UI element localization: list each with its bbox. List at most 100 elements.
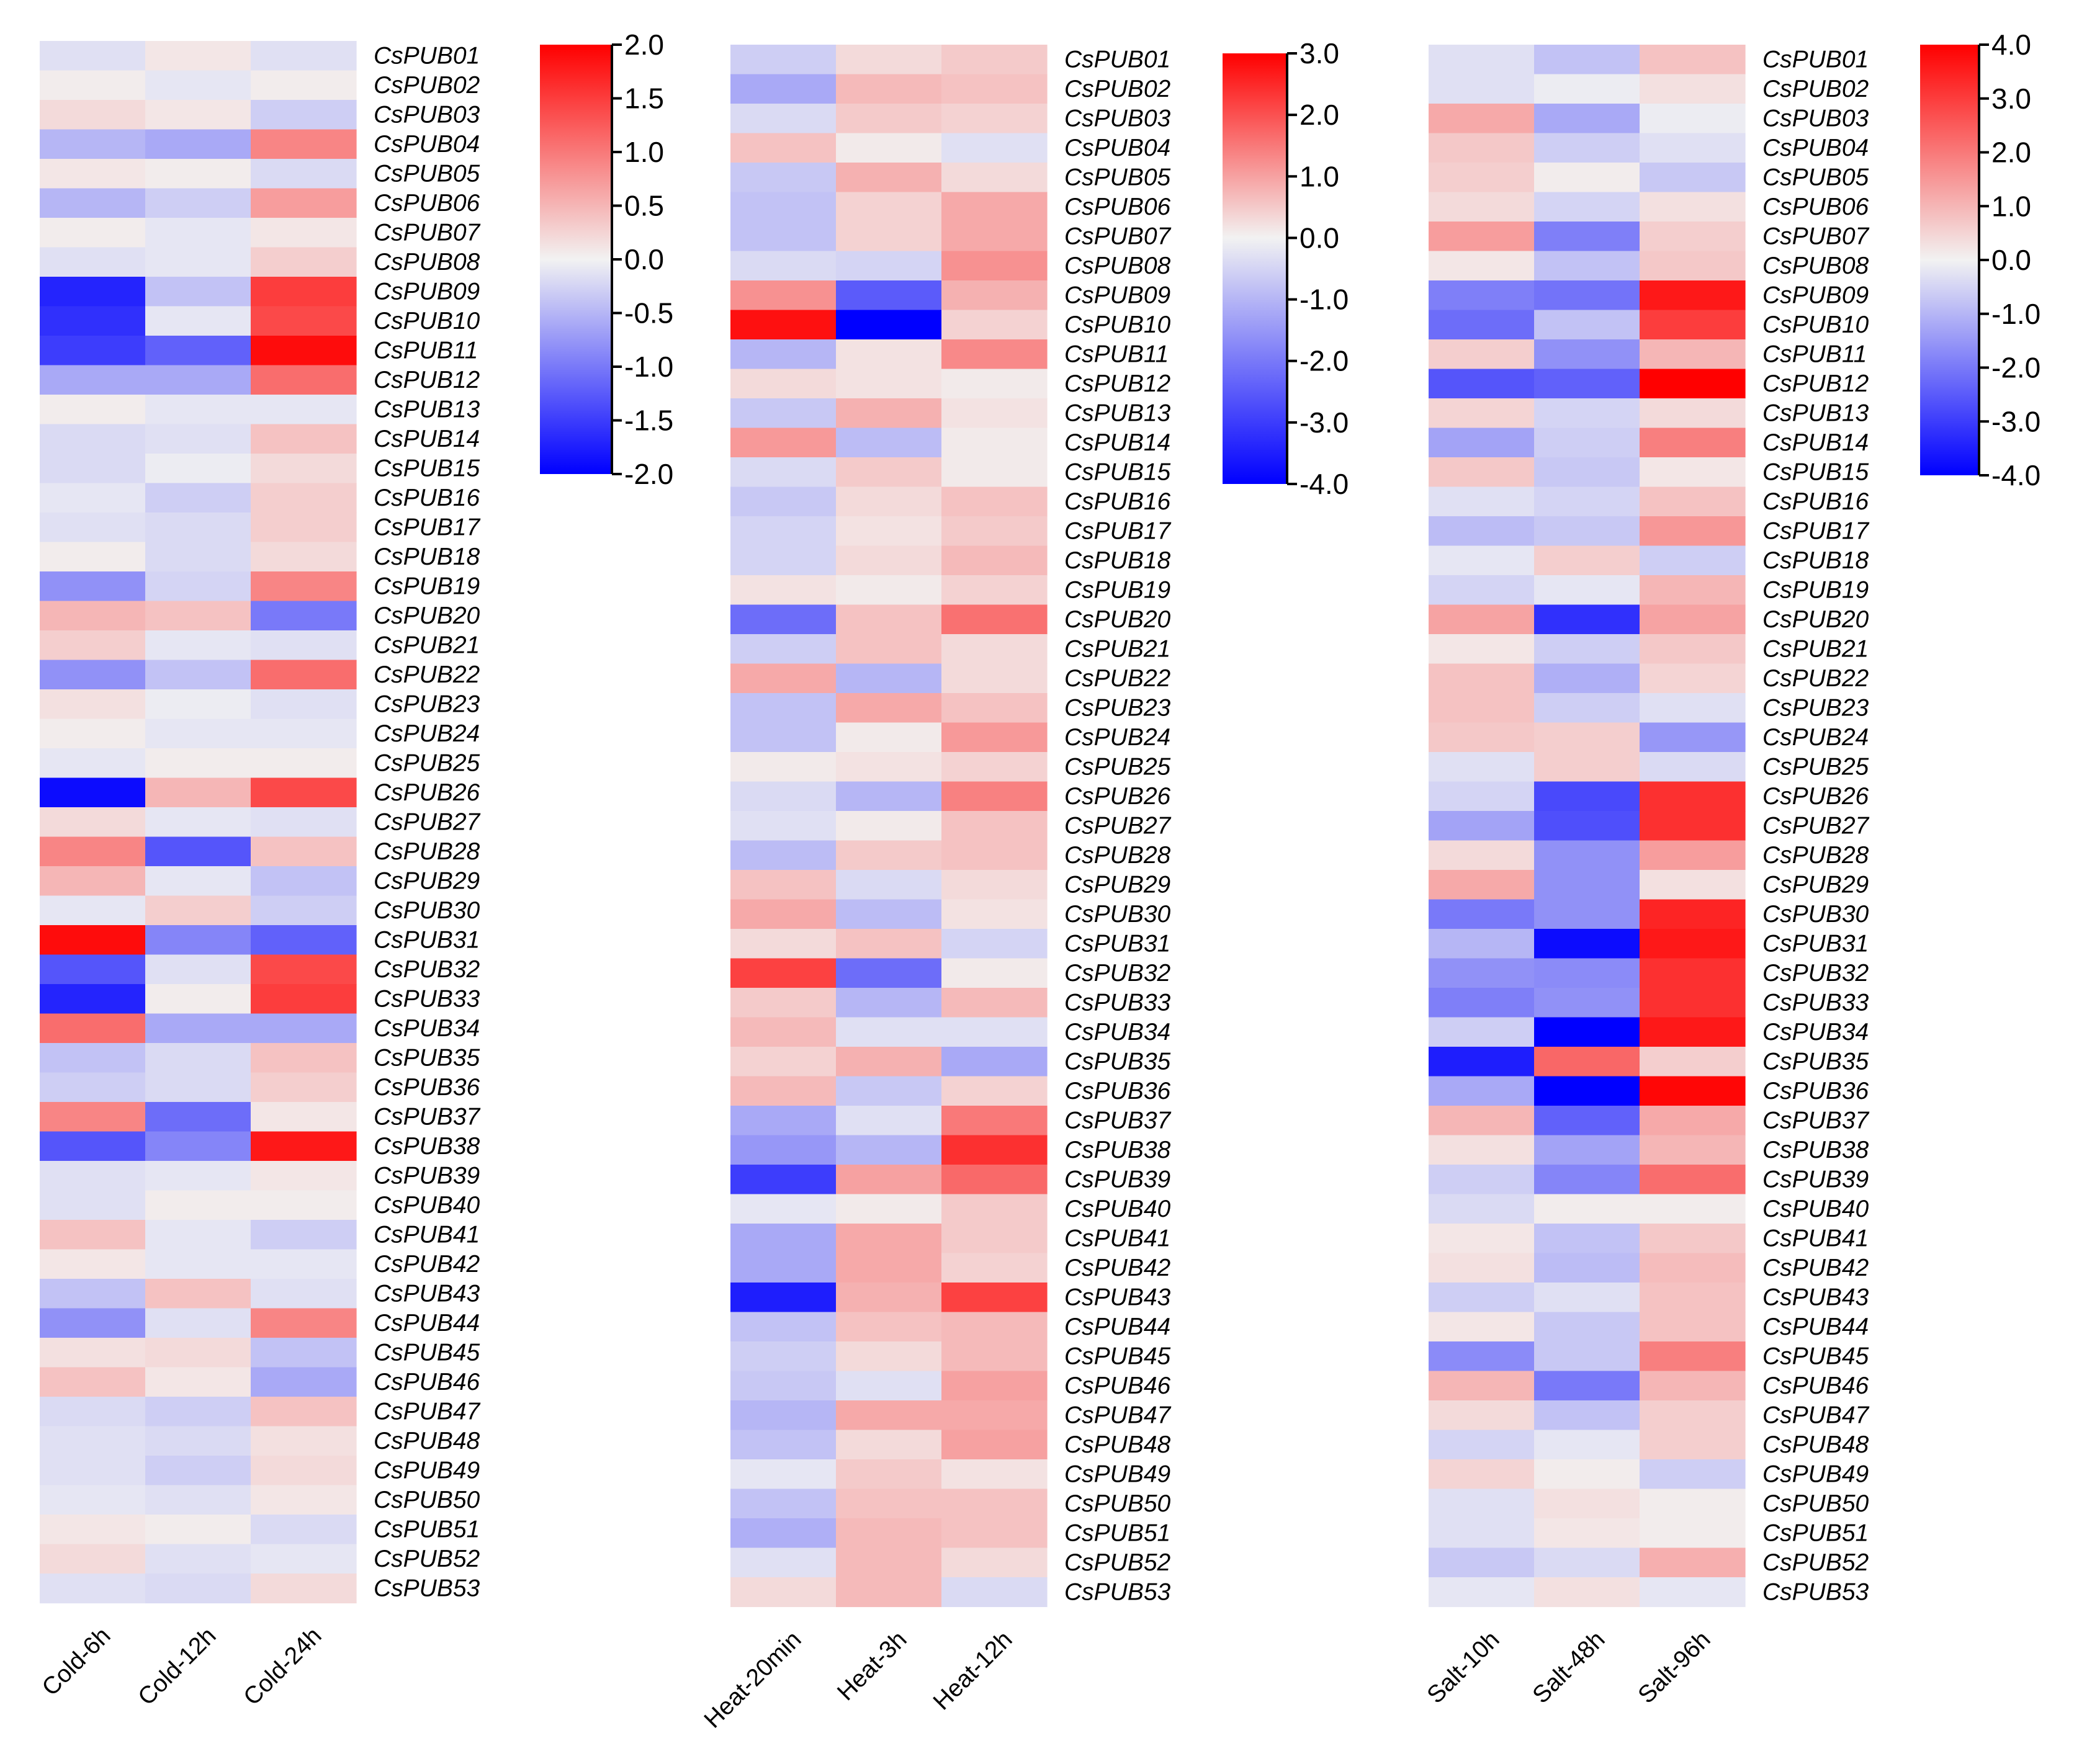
heatmap-cell	[941, 516, 1048, 547]
heatmap-cell	[1640, 74, 1746, 104]
heatmap-cell	[836, 1341, 942, 1372]
heatmap-cell	[40, 483, 146, 513]
heatmap-cell	[251, 984, 357, 1014]
heatmap-cell	[1534, 1283, 1640, 1313]
heatmap-cell	[941, 1459, 1048, 1490]
heatmap-cell	[1429, 1076, 1535, 1106]
heatmap-cell	[836, 163, 942, 193]
heatmap-cell	[941, 1400, 1048, 1431]
heatmap-cell	[145, 748, 251, 779]
gene-label: CsPUB30	[1762, 901, 1869, 928]
heatmap-cell	[941, 1577, 1048, 1608]
gene-label: CsPUB11	[1762, 341, 1867, 367]
gene-label: CsPUB06	[374, 190, 480, 217]
heatmap-cell	[145, 660, 251, 690]
heatmap-cell	[1640, 1459, 1746, 1490]
heatmap-cell	[40, 719, 146, 749]
heatmap-cell	[251, 218, 357, 248]
heatmap-cell	[836, 1106, 942, 1136]
heat-condition-labels: Heat-20min Heat-3h Heat-12h	[699, 1626, 1018, 1734]
heatmap-cell	[1534, 988, 1640, 1018]
heatmap-cell	[941, 251, 1048, 281]
heatmap-cell	[836, 486, 942, 517]
heatmap-cell	[941, 899, 1048, 929]
heatmap-cell	[251, 100, 357, 130]
gene-label: CsPUB08	[1064, 253, 1171, 279]
heatmap-cell	[145, 1013, 251, 1044]
heatmap-cell	[730, 1312, 837, 1342]
heatmap-cell	[40, 1072, 146, 1103]
heatmap-cell	[1534, 722, 1640, 753]
heatmap-cell	[251, 1338, 357, 1368]
heatmap-cell	[730, 192, 837, 222]
gene-label: CsPUB38	[374, 1133, 480, 1160]
heatmap-cell	[1640, 1106, 1746, 1136]
heatmap-cell	[941, 280, 1048, 311]
heatmap-cell	[730, 104, 837, 134]
gene-label: CsPUB17	[1762, 517, 1870, 544]
heatmap-cell	[251, 1072, 357, 1103]
gene-label: CsPUB49	[1762, 1461, 1869, 1487]
heatmap-cell	[730, 369, 837, 399]
heatmap-cell	[1429, 486, 1535, 517]
heatmap-cell	[40, 660, 146, 690]
gene-label: CsPUB15	[1064, 459, 1171, 485]
heatmap-cell	[941, 222, 1048, 252]
gene-label: CsPUB15	[1762, 459, 1869, 485]
gene-label: CsPUB44	[374, 1310, 480, 1336]
heatmap-cell	[251, 895, 357, 926]
colorbar-tick-label: 1.0	[1991, 190, 2031, 222]
heatmap-cell	[836, 870, 942, 900]
heatmap-cell	[251, 424, 357, 454]
heatmap-cell	[251, 630, 357, 661]
heatmap-cell	[836, 1283, 942, 1313]
heatmap-cell	[1534, 1076, 1640, 1106]
gene-label: CsPUB28	[1064, 842, 1171, 869]
heatmap-cell	[1534, 1253, 1640, 1283]
gene-label: CsPUB24	[374, 720, 480, 747]
heatmap-cell	[1640, 1489, 1746, 1519]
heatmap-cell	[145, 1367, 251, 1397]
condition-label: Cold-24h	[238, 1623, 326, 1711]
gene-label: CsPUB37	[374, 1103, 481, 1130]
gene-label: CsPUB40	[1064, 1196, 1171, 1222]
heatmap-cell	[40, 513, 146, 543]
gene-label: CsPUB43	[374, 1280, 480, 1307]
heatmap-cell	[941, 1017, 1048, 1047]
heatmap-cell	[251, 1426, 357, 1456]
heatmap-cell	[251, 1485, 357, 1515]
gene-label: CsPUB40	[1762, 1196, 1869, 1222]
heatmap-cell	[1640, 45, 1746, 75]
colorbar-tick-label: -2.0	[1991, 352, 2040, 384]
heatmap-cell	[1429, 575, 1535, 606]
heatmap-cell	[145, 1338, 251, 1368]
gene-label: CsPUB01	[1064, 46, 1170, 73]
gene-label: CsPUB42	[1762, 1255, 1869, 1281]
heatmap-cell	[941, 870, 1048, 900]
heatmap-cell	[836, 899, 942, 929]
heatmap-cell	[251, 866, 357, 897]
gene-label: CsPUB34	[1762, 1019, 1869, 1045]
heatmap-cell	[836, 811, 942, 841]
heatmap-cell	[730, 516, 837, 547]
heatmap-cell	[251, 719, 357, 749]
heatmap-cell	[1534, 1194, 1640, 1224]
salt-colorbar: 4.0 3.0 2.0 1.0 0.0 -1.0 -2.0 -3.0 -4.0	[1920, 29, 2040, 491]
heatmap-cell	[836, 1224, 942, 1254]
gene-label: CsPUB42	[1064, 1255, 1171, 1281]
heatmap-cell	[40, 424, 146, 454]
heatmap-cell	[145, 1249, 251, 1279]
heatmap-cell	[40, 1367, 146, 1397]
heatmap-cell	[836, 251, 942, 281]
salt-heatmap-cells	[1429, 45, 1746, 1608]
heatmap-cell	[251, 1574, 357, 1604]
heatmap-cell	[145, 571, 251, 602]
heatmap-cell	[145, 277, 251, 307]
heatmap-cell	[1640, 958, 1746, 988]
heatmap-cell	[730, 74, 837, 104]
heatmap-cell	[730, 1253, 837, 1283]
heatmap-cell	[941, 192, 1048, 222]
gene-label: CsPUB52	[1762, 1549, 1869, 1576]
heatmap-cell	[251, 660, 357, 690]
